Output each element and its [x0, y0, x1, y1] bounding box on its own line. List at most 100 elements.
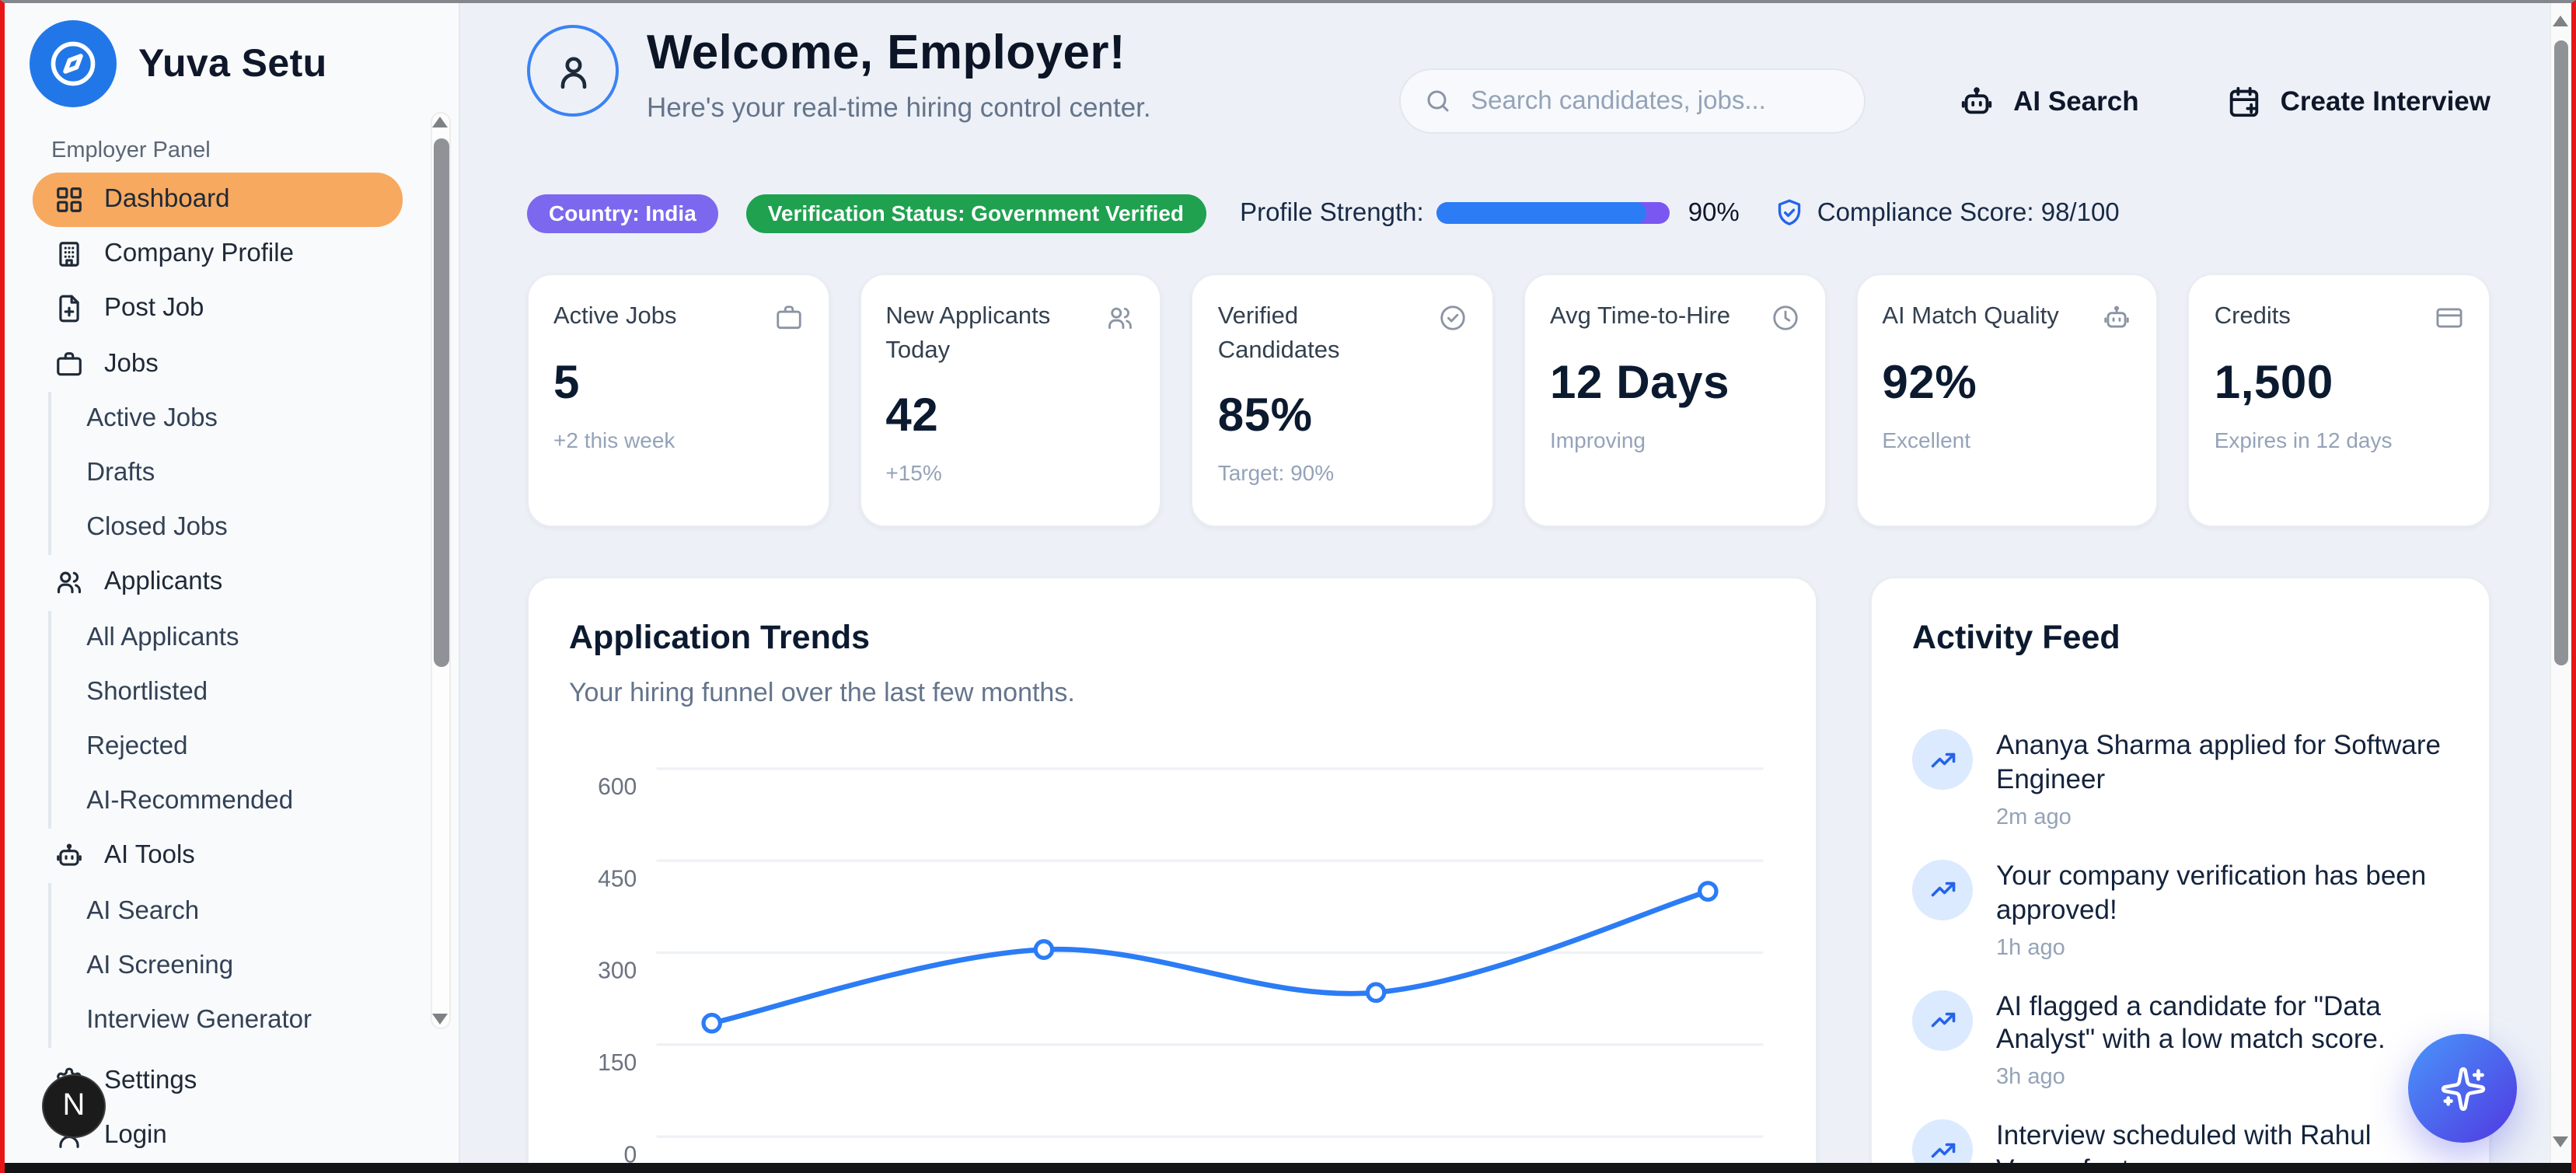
page-scrollbar[interactable] — [2550, 3, 2571, 1162]
trending-up-icon — [1912, 729, 1973, 790]
stat-card-avg-time-to-hire[interactable]: Avg Time-to-Hire 12 Days Improving — [1524, 274, 1827, 527]
sparkles-icon — [2438, 1064, 2487, 1112]
sidebar-item-settings[interactable]: Settings — [33, 1054, 400, 1108]
sidebar-item-all-applicants[interactable]: All Applicants — [33, 610, 403, 665]
search-input[interactable] — [1468, 85, 1841, 117]
stat-value: 42 — [885, 390, 939, 442]
tree-line — [48, 774, 51, 829]
check-circle-icon — [1438, 303, 1468, 333]
compliance-score: Compliance Score: 98/100 — [1817, 198, 2120, 226]
scroll-down-icon[interactable] — [432, 1014, 448, 1025]
stat-value: 1,500 — [2214, 357, 2333, 409]
country-badge: Country: India — [527, 194, 718, 232]
file-plus-icon — [54, 295, 84, 324]
stat-card-credits[interactable]: Credits 1,500 Expires in 12 days — [2187, 274, 2491, 527]
sidebar-item-dashboard[interactable]: Dashboard — [33, 173, 403, 228]
avatar — [527, 25, 619, 117]
page-header: Welcome, Employer! Here's your real-time… — [527, 25, 2490, 155]
sidebar-item-company-profile[interactable]: Company Profile — [33, 227, 403, 281]
trending-up-icon — [1912, 859, 1973, 920]
profile-strength-value: 90% — [1688, 198, 1740, 226]
briefcase-icon — [773, 303, 803, 333]
stat-value: 5 — [553, 357, 580, 409]
scroll-down-icon[interactable] — [2553, 1136, 2568, 1147]
create-interview-button[interactable]: Create Interview — [2226, 84, 2490, 120]
sidebar-scrollbar-thumb[interactable] — [433, 138, 449, 667]
sidebar-item-ai-recommended[interactable]: AI-Recommended — [33, 774, 403, 829]
sidebar-item-jobs[interactable]: Jobs — [33, 337, 403, 391]
sidebar-item-closed-jobs[interactable]: Closed Jobs — [33, 501, 403, 556]
status-bar: Country: India Verification Status: Gove… — [527, 193, 2490, 233]
tree-line — [48, 665, 51, 720]
svg-text:450: 450 — [598, 866, 637, 892]
page-title: Welcome, Employer! — [647, 25, 1126, 79]
stat-card-ai-match-quality[interactable]: AI Match Quality 92% Excellent — [1855, 274, 2159, 527]
content-row: Application Trends Your hiring funnel ov… — [527, 577, 2490, 1173]
stat-card-new-applicants[interactable]: New Applicants Today 42 +15% — [859, 274, 1162, 527]
stat-cards-row: Active Jobs 5 +2 this week New Applicant… — [527, 274, 2491, 527]
search-box[interactable] — [1399, 68, 1866, 134]
main-content: Welcome, Employer! Here's your real-time… — [462, 3, 2551, 1173]
stat-card-active-jobs[interactable]: Active Jobs 5 +2 this week — [527, 274, 830, 527]
feed-item[interactable]: Ananya Sharma applied for Software Engin… — [1912, 729, 2449, 830]
feed-item[interactable]: AI flagged a candidate for "Data Analyst… — [1912, 990, 2449, 1091]
sidebar-item-ai-screening[interactable]: AI Screening — [33, 938, 403, 993]
sidebar-item-active-jobs[interactable]: Active Jobs — [33, 391, 403, 446]
calendar-plus-icon — [2226, 84, 2262, 120]
stat-subtext: Improving — [1550, 427, 1646, 452]
sidebar-item-ai-tools[interactable]: AI Tools — [33, 829, 403, 884]
stat-subtext: Excellent — [1882, 427, 1970, 452]
stat-subtext: Target: 90% — [1217, 460, 1335, 486]
stat-card-verified-candidates[interactable]: Verified Candidates 85% Target: 90% — [1191, 274, 1495, 527]
sidebar-section-label: Employer Panel — [51, 138, 211, 163]
feed-timestamp: 3h ago — [1996, 1065, 2065, 1091]
profile-strength-label: Profile Strength: — [1240, 198, 1424, 226]
svg-text:300: 300 — [598, 958, 637, 984]
sidebar-item-shortlisted[interactable]: Shortlisted — [33, 665, 403, 720]
building-icon — [54, 240, 84, 270]
stat-value: 12 Days — [1550, 357, 1730, 409]
brand-name: Yuva Setu — [138, 41, 327, 85]
brand: Yuva Setu — [5, 3, 459, 117]
tree-line — [48, 993, 51, 1048]
sidebar-item-applicants[interactable]: Applicants — [33, 556, 403, 610]
stat-subtext: +15% — [885, 460, 942, 486]
tree-line — [48, 719, 51, 775]
activity-feed-title: Activity Feed — [1912, 619, 2120, 656]
compass-icon — [30, 20, 117, 107]
verification-badge: Verification Status: Government Verified — [745, 194, 1206, 232]
ai-assistant-fab[interactable] — [2408, 1034, 2517, 1143]
users-icon — [54, 568, 84, 598]
sidebar-item-interview-generator[interactable]: Interview Generator — [33, 993, 403, 1048]
sidebar-scrollbar[interactable] — [431, 112, 451, 1029]
shield-check-icon — [1774, 197, 1805, 229]
page-scrollbar-thumb[interactable] — [2554, 40, 2568, 665]
sidebar-footer: Settings Login — [33, 1054, 400, 1164]
application-trends-card: Application Trends Your hiring funnel ov… — [527, 577, 1817, 1173]
scroll-up-icon[interactable] — [2553, 16, 2568, 26]
tree-line — [48, 938, 51, 993]
sidebar-item-drafts[interactable]: Drafts — [33, 445, 403, 501]
sidebar-item-rejected[interactable]: Rejected — [33, 719, 403, 775]
bot-icon — [54, 842, 84, 871]
sidebar-item-ai-search[interactable]: AI Search — [33, 883, 403, 939]
profile-strength-fill — [1436, 202, 1646, 224]
bot-icon — [1959, 84, 1995, 120]
tree-line — [48, 445, 51, 501]
nextjs-dev-badge[interactable]: N — [42, 1074, 106, 1138]
svg-text:0: 0 — [624, 1142, 637, 1168]
sidebar-item-post-job[interactable]: Post Job — [33, 282, 403, 337]
stat-value: 85% — [1217, 390, 1313, 442]
ai-search-button[interactable]: AI Search — [1959, 84, 2139, 120]
bot-icon — [2103, 303, 2132, 333]
page-subtitle: Here's your real-time hiring control cen… — [647, 92, 1151, 123]
tree-line — [48, 883, 51, 939]
feed-item[interactable]: Your company verification has been appro… — [1912, 859, 2449, 960]
activity-feed-card: Activity Feed Ananya Sharma applied for … — [1870, 577, 2490, 1173]
users-icon — [1106, 303, 1136, 333]
tree-line — [48, 501, 51, 556]
scroll-up-icon[interactable] — [432, 117, 448, 127]
svg-text:600: 600 — [598, 774, 637, 800]
